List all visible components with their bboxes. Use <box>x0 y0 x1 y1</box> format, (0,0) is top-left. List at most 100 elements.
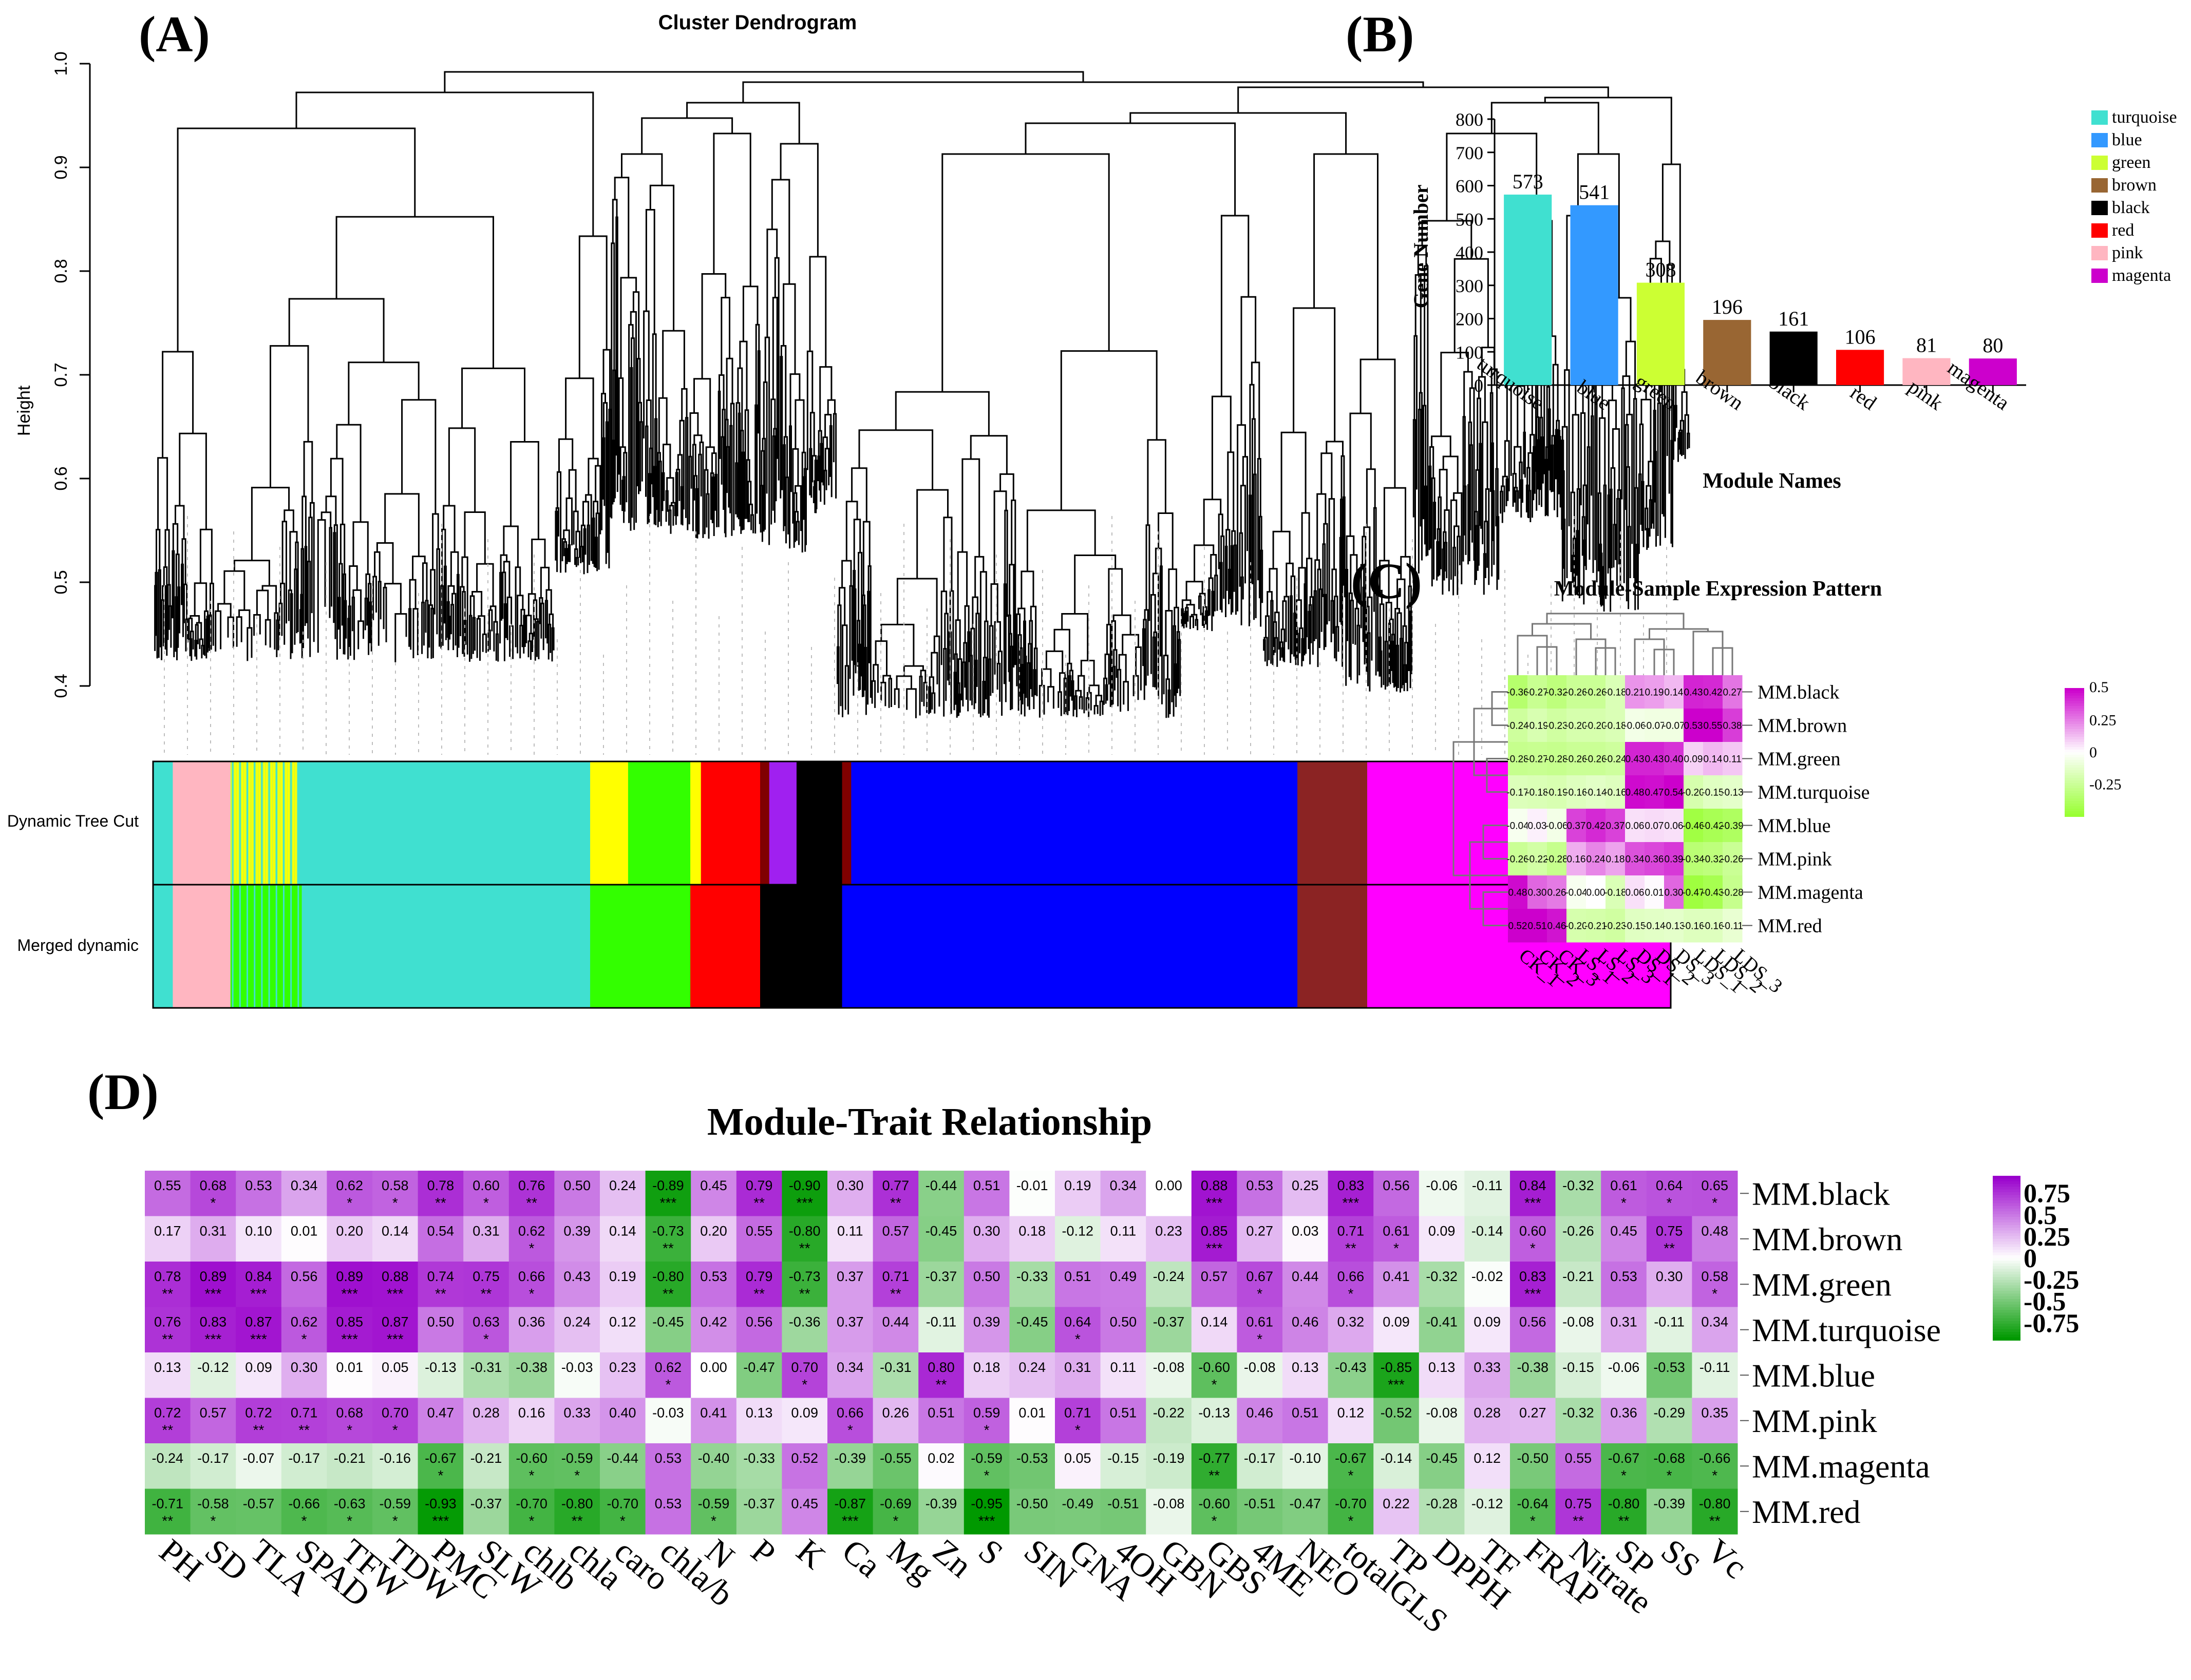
heat-cell-value: -0.45 <box>1426 1450 1458 1466</box>
heat-cell-value: -0.57 <box>243 1496 275 1512</box>
heat-cell <box>918 1488 965 1535</box>
heat-cell <box>1646 1216 1692 1262</box>
heat-cell-value: 0.62 <box>291 1314 318 1330</box>
heat-cell-value: 0.36 <box>1610 1405 1637 1421</box>
heat-cell <box>145 1488 191 1535</box>
significance-stars: * <box>1712 1195 1717 1211</box>
heat-cell <box>873 1443 919 1489</box>
panel-a-label: (A) <box>139 6 210 63</box>
y-tick-label: 200 <box>1456 309 1483 330</box>
legend-gradient-step <box>1993 1296 2020 1300</box>
heat-cell <box>1645 875 1665 909</box>
heat-cell <box>1664 775 1684 809</box>
heat-cell <box>372 1262 419 1307</box>
module-color-stripe <box>285 885 287 1008</box>
heat-cell-value: -0.04 <box>1506 821 1529 832</box>
heat-cell <box>1664 875 1684 909</box>
heat-cell-value: 0.37 <box>837 1269 864 1284</box>
significance-stars: ** <box>572 1513 583 1529</box>
heat-cell <box>190 1216 236 1262</box>
legend-gradient-step <box>2065 798 2084 801</box>
significance-stars: *** <box>842 1513 859 1529</box>
significance-stars: ** <box>890 1195 901 1211</box>
legend-gradient-step <box>1993 1192 2020 1196</box>
legend-tick-label: 0.75 <box>2024 1179 2070 1209</box>
heat-cell <box>418 1443 464 1489</box>
heat-cell-value: -0.12 <box>1471 1496 1503 1512</box>
heat-cell <box>600 1443 646 1489</box>
significance-stars: * <box>1075 1331 1081 1347</box>
heat-cell-value: -0.28 <box>1545 854 1567 865</box>
heat-cell <box>691 1398 737 1444</box>
significance-stars: * <box>665 1377 671 1392</box>
heat-cell-value: 0.51 <box>1292 1405 1319 1421</box>
significance-stars: * <box>1212 1513 1217 1529</box>
heat-cell <box>1555 1216 1601 1262</box>
legend-gradient-step <box>1993 1312 2020 1316</box>
heat-cell <box>1645 775 1665 809</box>
heat-cell <box>691 1488 737 1535</box>
heat-cell-value: 0.88 <box>382 1269 409 1284</box>
legend-gradient-step <box>2065 780 2084 784</box>
heat-cell-value: 0.24 <box>1586 854 1606 865</box>
heat-cell-value: -0.17 <box>1244 1450 1276 1466</box>
legend-gradient-step <box>2065 711 2084 714</box>
legend-swatch-brown <box>2091 178 2108 193</box>
heat-cell <box>1464 1443 1510 1489</box>
heat-cell-value: -0.26 <box>1562 1224 1594 1239</box>
heat-cell-value: 0.70 <box>791 1360 818 1375</box>
heat-cell <box>1527 875 1547 909</box>
legend-gradient-step <box>1993 1242 2020 1245</box>
heat-cell <box>1601 1307 1647 1353</box>
heat-cell-value: 0.76 <box>518 1178 545 1193</box>
heat-cell-value: 0.22 <box>1383 1496 1410 1512</box>
heat-cell <box>1146 1307 1192 1353</box>
heat-cell <box>645 1352 691 1398</box>
heat-cell <box>1555 1352 1601 1398</box>
legend-gradient-step <box>1993 1209 2020 1212</box>
heat-cell <box>1100 1307 1146 1353</box>
heat-cell <box>236 1216 282 1262</box>
significance-stars: * <box>347 1513 352 1529</box>
heat-cell-value: 0.87 <box>245 1314 272 1330</box>
heat-cell-value: 0.36 <box>518 1314 545 1330</box>
heat-cell <box>1547 709 1567 742</box>
heat-cell-value: -0.70 <box>607 1496 639 1512</box>
heat-cell <box>645 1443 691 1489</box>
heat-cell-value: 0.02 <box>928 1450 955 1466</box>
panel-b-label: (B) <box>1346 6 1414 63</box>
significance-stars: *** <box>341 1286 358 1302</box>
legend-gradient-step <box>2065 793 2084 796</box>
heat-cell <box>1664 709 1684 742</box>
heat-cell-value: -0.77 <box>1198 1450 1230 1466</box>
heat-cell <box>600 1171 646 1216</box>
heat-cell-value: 0.62 <box>336 1178 363 1193</box>
heat-cell <box>1237 1398 1283 1444</box>
heat-cell <box>190 1171 236 1216</box>
heat-cell <box>1009 1216 1055 1262</box>
legend-gradient-step <box>1993 1307 2020 1311</box>
legend-gradient-step <box>2065 739 2084 742</box>
legend-gradient-step <box>2065 732 2084 735</box>
heat-cell-value: 0.71 <box>291 1405 318 1421</box>
heat-cell <box>1692 1443 1738 1489</box>
heat-cell <box>1547 909 1567 943</box>
heat-cell-value: 0.17 <box>154 1224 181 1239</box>
legend-gradient-step <box>1993 1206 2020 1209</box>
heat-cell <box>691 1352 737 1398</box>
col-dendrogram-branch <box>1517 635 1548 675</box>
heat-cell <box>827 1352 874 1398</box>
heat-cell-value: -0.66 <box>1699 1450 1731 1466</box>
module-color-stripe <box>244 885 246 1008</box>
heat-cell-value: 0.51 <box>1110 1405 1137 1421</box>
heat-cell <box>508 1352 555 1398</box>
heat-cell-value: -0.26 <box>1584 688 1607 698</box>
heat-cell <box>554 1443 600 1489</box>
heat-cell <box>1510 1216 1556 1262</box>
heat-cell <box>1601 1488 1647 1535</box>
heat-cell-value: 0.77 <box>882 1178 910 1193</box>
heat-cell-value: 0.71 <box>1064 1405 1091 1421</box>
heat-cell-value: 0.48 <box>1508 888 1527 899</box>
heat-cell <box>1282 1171 1329 1216</box>
heat-cell <box>1146 1171 1192 1216</box>
